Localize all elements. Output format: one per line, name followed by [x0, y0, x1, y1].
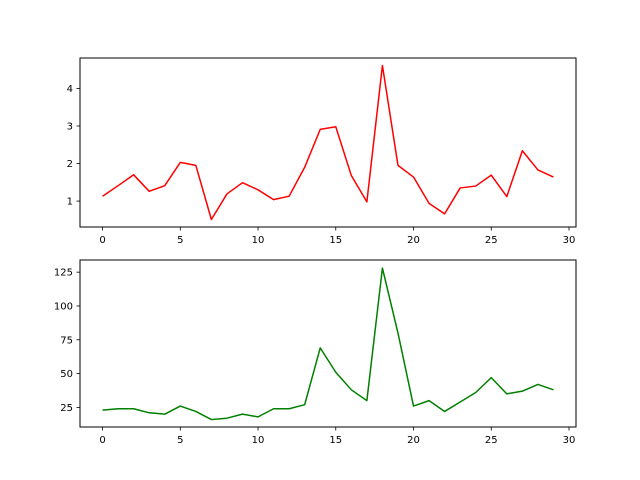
x-tick-label-1-6: 30: [563, 435, 576, 446]
series-line-0-0: [102, 64, 554, 221]
x-tick-label-0-2: 10: [252, 235, 265, 246]
series-line-1-0: [102, 267, 554, 421]
y-tick-label-0-2: 3: [67, 121, 73, 132]
x-tick-label-1-0: 0: [99, 435, 105, 446]
y-tick-label-1-2: 75: [60, 335, 73, 346]
y-tick-label-1-4: 125: [54, 268, 73, 279]
axes-frame-0: [79, 57, 577, 228]
y-tick-label-0-1: 2: [67, 159, 73, 170]
x-tick-label-1-1: 5: [177, 435, 183, 446]
axes-frame-1: [79, 259, 577, 428]
x-tick-label-0-5: 25: [485, 235, 498, 246]
x-tick-label-0-6: 30: [563, 235, 576, 246]
y-tick-label-1-0: 25: [60, 403, 73, 414]
top-subplot: 0 5 10 15 20 25 30 1 2 3 4: [67, 57, 577, 246]
y-tick-label-1-1: 50: [60, 369, 73, 380]
x-tick-label-1-3: 15: [329, 435, 342, 446]
x-tick-label-1-4: 20: [407, 435, 420, 446]
y-tick-label-0-0: 1: [67, 197, 73, 208]
x-tick-label-1-2: 10: [252, 435, 265, 446]
x-tick-label-0-1: 5: [177, 235, 183, 246]
bottom-subplot: 0 5 10 15 20 25 30 25 50 75 100 125: [54, 259, 577, 446]
x-tick-label-0-4: 20: [407, 235, 420, 246]
y-tick-label-1-3: 100: [54, 301, 73, 312]
x-tick-label-0-0: 0: [99, 235, 105, 246]
x-tick-label-0-3: 15: [329, 235, 342, 246]
x-tick-label-1-5: 25: [485, 435, 498, 446]
y-tick-label-0-3: 4: [67, 84, 73, 95]
